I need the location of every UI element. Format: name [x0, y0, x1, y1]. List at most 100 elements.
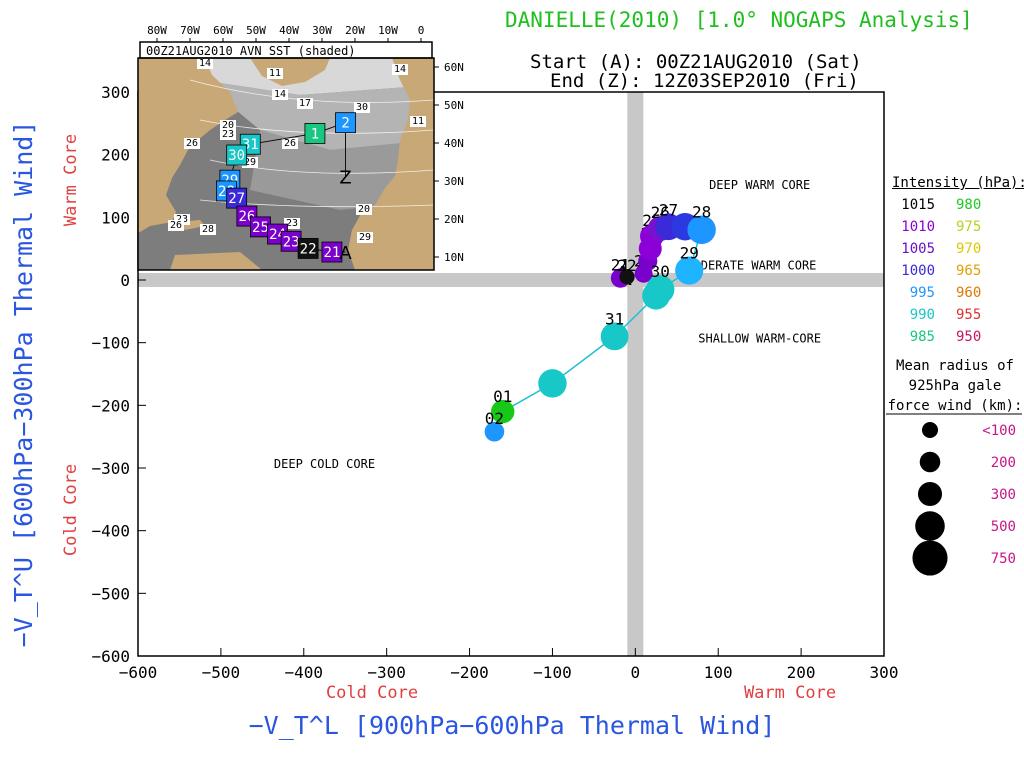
x-tick-label: −300 [367, 663, 406, 682]
inset-track-label: 25 [252, 220, 269, 236]
track-point [642, 281, 670, 310]
x-tick-label: 0 [631, 663, 641, 682]
inset-frame [137, 57, 435, 271]
sst-label-bg [220, 120, 236, 131]
radius-legend-label: 200 [991, 455, 1016, 471]
sst-label-bg [242, 157, 258, 168]
radius-legend-dot [915, 511, 945, 541]
track-point [538, 369, 567, 398]
lat-label: 60N [444, 61, 464, 74]
sst-label: 20 [358, 204, 370, 215]
sst-label: 23 [286, 218, 298, 229]
y-tick-label: −500 [91, 584, 130, 603]
sst-label: 11 [269, 68, 281, 79]
sst-label: 20 [222, 120, 234, 131]
radius-legend-dot [922, 422, 938, 438]
x-tick-label: 200 [787, 663, 816, 682]
south-america-land [170, 252, 262, 270]
sst-label-bg [220, 129, 236, 140]
lat-label: 30N [444, 175, 464, 188]
x-tick-label: −400 [285, 663, 324, 682]
inset-track-box [226, 144, 248, 166]
sst-label: 26 [186, 138, 198, 149]
sst-label: 14 [274, 89, 286, 100]
sst-label-bg [354, 102, 370, 113]
sst-label-bg [272, 89, 288, 100]
track-point [600, 322, 629, 351]
y-tick-label: −100 [91, 334, 130, 353]
point-label: 29 [680, 244, 699, 263]
sst-label: 29 [244, 157, 256, 168]
inset-track-label: 22 [300, 241, 317, 257]
sst-label-bg [267, 68, 283, 79]
inset-track-label: 23 [283, 234, 300, 250]
inset-endpoint: Z [339, 168, 351, 189]
region-label: MODERATE WARM CORE [686, 258, 816, 272]
sst-label-bg [282, 138, 298, 149]
sst-label-bg [197, 58, 213, 69]
end-time: End (Z): 12Z03SEP2010 (Fri) [550, 70, 859, 92]
x-tick-label: −600 [119, 663, 158, 682]
radius-legend-label: 500 [991, 519, 1016, 535]
x-tick-label: −100 [533, 663, 572, 682]
intensity-legend-right: 980 [956, 197, 981, 213]
point-label: 28 [692, 203, 711, 222]
radius-legend-label: <100 [982, 423, 1016, 439]
y-tick-label: 0 [120, 271, 130, 290]
x-tick-label: 100 [704, 663, 733, 682]
sst-cool-shade [200, 80, 434, 150]
sst-label-bg [410, 116, 426, 127]
point-label: 02 [485, 409, 504, 428]
lon-label: 40W [279, 24, 299, 37]
inset-track-box [335, 112, 356, 134]
x-axis-label: −V_T^L [900hPa−600hPa Thermal Wind] [249, 711, 776, 740]
isotherm-line [199, 199, 434, 208]
zero-band-vertical [627, 92, 644, 656]
intensity-legend-right: 950 [956, 329, 981, 345]
y-axis-label: −V_T^U [600hPa−300hPa Thermal Wind] [9, 121, 38, 648]
track-point [491, 399, 515, 424]
sst-label: 28 [202, 224, 214, 235]
inset-title: 00Z21AUG2010 AVN SST (shaded) [146, 44, 356, 58]
inset-track-box [304, 123, 326, 144]
sst-label: 26 [284, 138, 296, 149]
intensity-legend-left: 990 [910, 307, 935, 323]
point-label: 22 [617, 256, 636, 275]
sst-label-bg [356, 204, 372, 215]
inset-track-box [297, 238, 319, 259]
radius-legend-dot [919, 451, 941, 473]
inset-track-label: 2 [341, 116, 349, 132]
intensity-legend-left: 985 [910, 329, 935, 345]
lon-label: 10W [378, 24, 398, 37]
track-line [493, 225, 703, 432]
radius-legend-label: 300 [991, 487, 1016, 503]
intensity-legend-right: 975 [956, 219, 981, 235]
track-point [675, 256, 704, 285]
lon-label: 20W [345, 24, 365, 37]
plot-frame [137, 91, 885, 657]
y-cold-core-label: Cold Core [61, 464, 81, 556]
zero-band-horizontal [138, 273, 884, 287]
lon-label: 80W [147, 24, 167, 37]
sst-label-bg [200, 224, 216, 235]
sst-label-bg [184, 138, 200, 149]
sst-label: 23 [176, 214, 188, 225]
x-tick-label: 300 [870, 663, 899, 682]
point-label: 30 [651, 262, 670, 281]
y-tick-label: 100 [101, 208, 130, 227]
start-time: Start (A): 00Z21AUG2010 (Sat) [530, 51, 862, 73]
sst-label: 14 [199, 58, 211, 69]
y-tick-label: 300 [101, 83, 130, 102]
intensity-legend-right: 960 [956, 285, 981, 301]
inset-track-box [321, 241, 343, 263]
europe-africa-land [348, 58, 434, 270]
intensity-legend-right: 965 [956, 263, 981, 279]
y-tick-label: −600 [91, 647, 130, 666]
track-point [619, 269, 635, 285]
sst-label-bg [174, 214, 190, 225]
x-tick-label: −200 [450, 663, 489, 682]
sst-label: 30 [356, 102, 368, 113]
intensity-legend-right: 970 [956, 241, 981, 257]
sst-label: 23 [222, 129, 234, 140]
